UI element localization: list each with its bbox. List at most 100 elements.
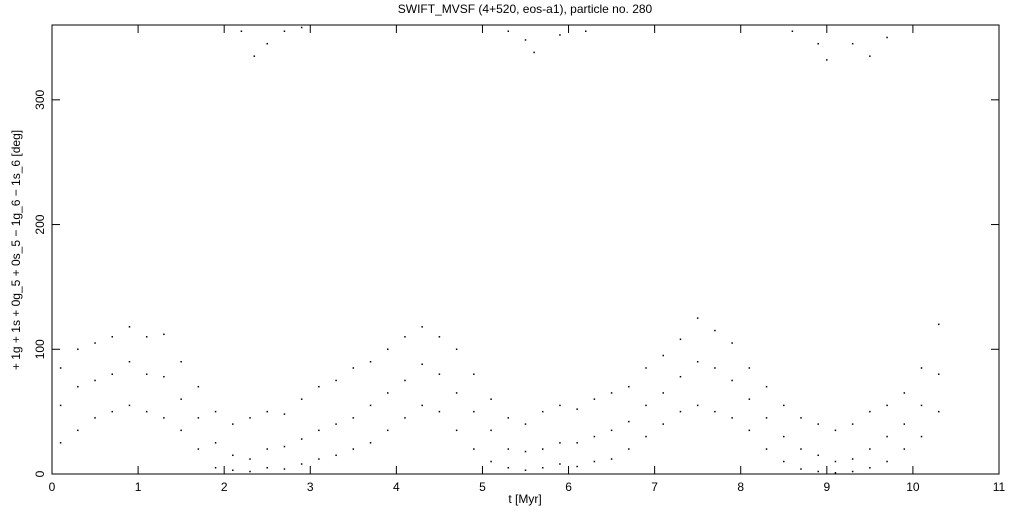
point bbox=[232, 454, 234, 457]
point bbox=[731, 417, 733, 419]
point bbox=[886, 404, 888, 407]
point bbox=[490, 398, 492, 400]
point bbox=[197, 417, 200, 419]
point bbox=[59, 442, 62, 444]
point bbox=[387, 392, 389, 394]
point bbox=[937, 373, 940, 375]
point bbox=[507, 30, 510, 32]
point bbox=[541, 467, 544, 469]
point bbox=[438, 373, 441, 375]
point bbox=[696, 361, 699, 363]
point bbox=[180, 398, 182, 400]
point bbox=[455, 392, 458, 394]
point bbox=[559, 404, 561, 407]
point bbox=[851, 423, 854, 425]
point bbox=[473, 448, 475, 450]
point bbox=[937, 323, 940, 326]
point bbox=[783, 404, 785, 407]
point bbox=[197, 448, 200, 450]
point bbox=[490, 460, 492, 463]
point bbox=[610, 458, 613, 460]
point bbox=[662, 423, 664, 425]
point bbox=[300, 26, 303, 29]
point bbox=[507, 448, 510, 450]
x-tick-label: 5 bbox=[479, 480, 486, 494]
x-tick-label: 10 bbox=[906, 480, 920, 494]
point bbox=[765, 385, 768, 388]
point bbox=[266, 448, 268, 450]
point bbox=[524, 450, 527, 453]
y-axis-label: + 1g + 1s + 0g_5 + 0s_5 − 1g_6 − 1s_6 [d… bbox=[9, 130, 23, 370]
point bbox=[421, 363, 423, 365]
point bbox=[886, 36, 888, 39]
point bbox=[800, 448, 802, 450]
point bbox=[585, 30, 587, 32]
point bbox=[645, 367, 647, 369]
chart-title: SWIFT_MVSF (4+520, eos-a1), particle no.… bbox=[398, 2, 653, 16]
x-tick-label: 6 bbox=[565, 480, 572, 494]
point bbox=[524, 469, 527, 472]
point bbox=[240, 30, 243, 32]
x-tick-label: 4 bbox=[393, 480, 400, 494]
point bbox=[283, 413, 286, 415]
point bbox=[249, 458, 251, 460]
point bbox=[851, 470, 854, 473]
point bbox=[214, 467, 217, 469]
point bbox=[59, 404, 62, 407]
point bbox=[903, 392, 906, 394]
point bbox=[541, 448, 544, 450]
point bbox=[679, 375, 682, 378]
point bbox=[473, 410, 475, 413]
x-tick-label: 1 bbox=[135, 480, 142, 494]
point bbox=[869, 467, 871, 469]
point bbox=[404, 379, 406, 382]
point bbox=[576, 442, 578, 444]
point bbox=[817, 423, 819, 425]
point bbox=[438, 336, 441, 338]
point bbox=[748, 429, 751, 432]
point bbox=[576, 408, 578, 410]
point bbox=[645, 404, 647, 407]
point bbox=[94, 379, 96, 382]
point bbox=[335, 423, 337, 425]
x-tick-label: 9 bbox=[823, 480, 830, 494]
point bbox=[145, 336, 148, 338]
point bbox=[128, 361, 131, 363]
point bbox=[283, 445, 286, 448]
point bbox=[593, 460, 596, 463]
point bbox=[369, 361, 372, 363]
point bbox=[791, 30, 794, 32]
x-tick-label: 11 bbox=[993, 480, 1006, 494]
point bbox=[180, 429, 182, 432]
point bbox=[253, 55, 256, 57]
point bbox=[335, 454, 337, 457]
point bbox=[232, 423, 234, 425]
point bbox=[817, 42, 819, 45]
point bbox=[783, 460, 785, 463]
point bbox=[404, 417, 406, 419]
point bbox=[507, 467, 510, 469]
point bbox=[507, 417, 510, 419]
point bbox=[111, 373, 114, 375]
point bbox=[163, 375, 165, 378]
point bbox=[111, 410, 114, 413]
point bbox=[696, 317, 699, 319]
point bbox=[834, 460, 837, 463]
point bbox=[438, 410, 441, 413]
point bbox=[748, 367, 751, 369]
point bbox=[318, 429, 320, 432]
point bbox=[851, 42, 854, 45]
point bbox=[128, 326, 131, 328]
point bbox=[826, 59, 828, 61]
point bbox=[369, 404, 372, 407]
point bbox=[541, 410, 544, 413]
point bbox=[128, 404, 131, 407]
point bbox=[404, 336, 406, 338]
point bbox=[679, 338, 682, 341]
point bbox=[559, 463, 561, 465]
point bbox=[679, 410, 682, 413]
point bbox=[645, 435, 647, 438]
point bbox=[748, 398, 751, 400]
point bbox=[163, 417, 165, 419]
point bbox=[163, 333, 165, 336]
